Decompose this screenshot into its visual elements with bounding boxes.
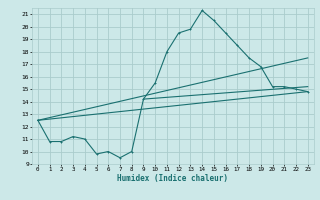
X-axis label: Humidex (Indice chaleur): Humidex (Indice chaleur) bbox=[117, 174, 228, 183]
